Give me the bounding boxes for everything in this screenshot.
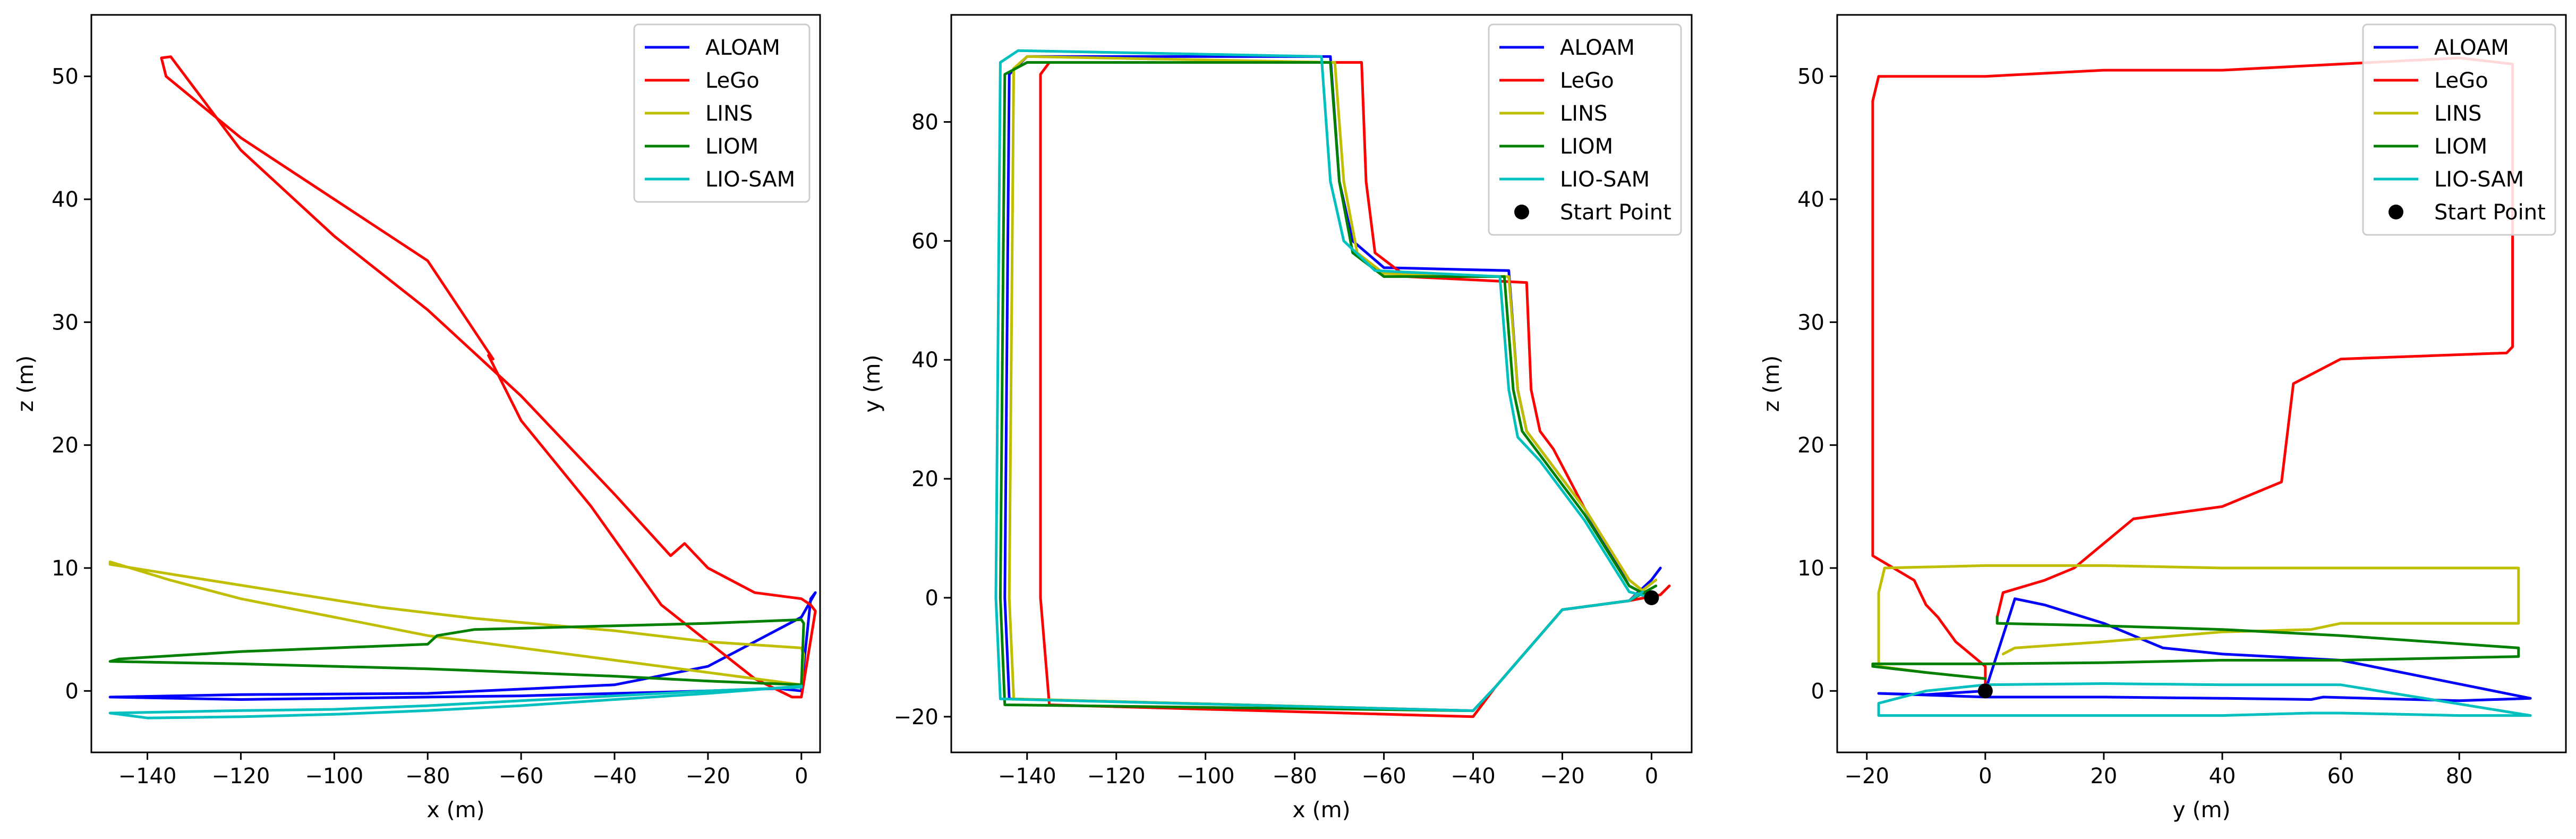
y-tick-label: 50 — [1797, 65, 1824, 89]
plot-area — [994, 49, 1671, 718]
legend-box — [633, 23, 811, 203]
series-line-liom — [108, 618, 805, 687]
y-tick-label: 20 — [1797, 434, 1824, 458]
series-line-lego — [160, 55, 817, 699]
legend-label: LINS — [2434, 101, 2481, 126]
y-tick-label: 0 — [1811, 679, 1824, 704]
x-tick-label: 40 — [2209, 764, 2236, 789]
x-tick-label: −20 — [686, 764, 730, 789]
x-tick-label: −140 — [118, 764, 177, 789]
x-tick-label: −140 — [998, 764, 1056, 789]
x-tick-label: −40 — [592, 764, 637, 789]
x-tick-label: −100 — [305, 764, 363, 789]
legend-label: LeGo — [705, 69, 760, 93]
plot-area — [108, 55, 817, 719]
x-tick-label: −40 — [1451, 764, 1495, 789]
legend: ALOAM LeGo LINS LIOM LIO-SAM Start Point — [2362, 23, 2556, 236]
axes-frame — [1836, 14, 2567, 753]
legend-label: LINS — [705, 101, 753, 126]
series-line-aloam — [1877, 597, 2532, 702]
series-line-lio-sam — [994, 49, 1653, 713]
y-tick-label: 10 — [52, 556, 79, 581]
legend: ALOAM LeGo LINS LIOM LIO-SAM Start Point — [1488, 23, 1682, 236]
legend-label: LIOM — [2434, 134, 2487, 159]
x-tick-label: 0 — [1645, 764, 1658, 789]
y-tick-label: 30 — [1797, 310, 1824, 335]
axes-frame — [90, 14, 821, 753]
y-tick-label: 20 — [911, 467, 939, 491]
y-tick-label: 30 — [52, 310, 79, 335]
y-tick-label: 0 — [65, 679, 79, 704]
series-line-lins — [1877, 564, 2520, 680]
y-tick-label: 20 — [52, 434, 79, 458]
y-tick-label: 0 — [925, 586, 939, 611]
legend-label: LIO-SAM — [705, 167, 795, 192]
y-axis-label: y (m) — [859, 354, 885, 412]
legend-label: LIO-SAM — [2434, 167, 2524, 192]
legend-label: LIOM — [1560, 134, 1613, 159]
series-line-liom — [1871, 616, 2520, 680]
series-line-lio-sam — [1877, 682, 2532, 717]
y-tick-label: 10 — [1797, 556, 1824, 581]
y-tick-label: −20 — [894, 705, 939, 730]
x-tick-label: 80 — [2446, 764, 2473, 789]
y-axis-label: z (m) — [13, 355, 38, 412]
legend-marker-start-point — [2389, 205, 2403, 219]
y-tick-label: 40 — [911, 348, 939, 372]
legend-label: LIOM — [705, 134, 758, 159]
y-tick-label: 40 — [52, 188, 79, 212]
x-tick-label: 0 — [795, 764, 808, 789]
y-tick-label: 80 — [911, 110, 939, 134]
legend-label: Start Point — [1560, 200, 1671, 225]
legend-label: LeGo — [1560, 69, 1614, 93]
series-line-lins — [108, 560, 805, 687]
x-tick-label: −120 — [1087, 764, 1146, 789]
x-axis-label: y (m) — [2172, 797, 2230, 823]
chart-panel-3: −20 0 20 40 60 80 0 10 20 30 40 50 y (m) z (m) ALOAM Le… — [1759, 14, 2567, 823]
legend-box — [2362, 23, 2556, 236]
x-axis-label: x (m) — [427, 797, 484, 823]
legend-label: ALOAM — [705, 36, 780, 60]
legend-box — [1488, 23, 1682, 236]
x-tick-label: −60 — [499, 764, 543, 789]
x-tick-label: −120 — [211, 764, 270, 789]
x-tick-label: 0 — [1978, 764, 1992, 789]
legend-marker-start-point — [1514, 205, 1529, 219]
series-line-aloam — [108, 591, 817, 701]
axes-frame — [950, 14, 1693, 753]
legend-label: ALOAM — [2434, 36, 2509, 60]
x-tick-label: −100 — [1176, 764, 1235, 789]
series-line-lio-sam — [108, 684, 803, 719]
x-tick-label: −60 — [1361, 764, 1406, 789]
x-axis-label: x (m) — [1292, 797, 1350, 823]
x-tick-label: −80 — [1272, 764, 1317, 789]
x-tick-label: 20 — [2090, 764, 2117, 789]
start-point-marker — [1977, 683, 1993, 699]
y-axis-label: z (m) — [1759, 355, 1784, 412]
y-tick-label: 60 — [911, 229, 939, 253]
legend-label: LIO-SAM — [1560, 167, 1650, 192]
y-tick-label: 50 — [52, 65, 79, 89]
x-tick-label: −80 — [405, 764, 450, 789]
legend-label: LINS — [1560, 101, 1607, 126]
y-tick-label: 40 — [1797, 188, 1824, 212]
x-tick-label: −20 — [1540, 764, 1584, 789]
legend: ALOAM LeGo LINS LIOM LIO-SAM — [633, 23, 811, 203]
start-point-marker — [1644, 590, 1659, 605]
x-tick-label: −20 — [1845, 764, 1889, 789]
chart-panel-1: −140 −120 −100 −80 −60 −40 −20 0 0 10 20 30 40 50 x (m… — [13, 14, 821, 823]
chart-panel-2: −140 −120 −100 −80 −60 −40 −20 0 −20 0 20 40 60 80 x (… — [859, 14, 1693, 823]
legend-label: LeGo — [2434, 69, 2488, 93]
legend-label: Start Point — [2434, 200, 2546, 225]
legend-label: ALOAM — [1560, 36, 1635, 60]
x-tick-label: 60 — [2327, 764, 2355, 789]
